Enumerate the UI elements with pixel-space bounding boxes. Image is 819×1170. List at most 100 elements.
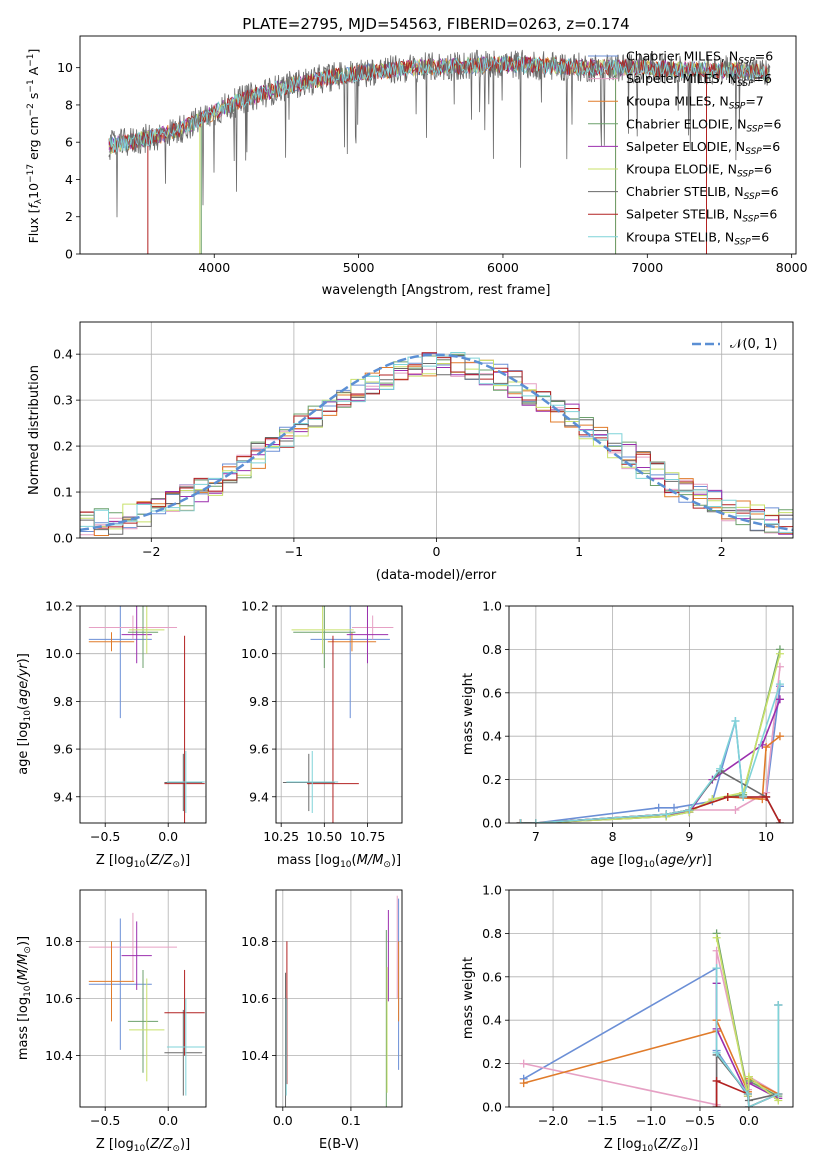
marker-kroupa_stelib: [744, 1103, 753, 1107]
marker-kroupa_stelib: [774, 1001, 783, 1010]
marker-kroupa_stelib: [716, 764, 725, 773]
marker-kroupa_stelib: [531, 819, 540, 823]
histogram-kroupa_stelib: [80, 352, 793, 538]
axes-frame: [508, 889, 794, 1108]
mass_vs_ebv-panel: 0.0 0.1 10.4 10.6 10.8 E(B-V): [241, 889, 403, 1152]
x-tick-label: 0.1: [341, 1113, 361, 1128]
massweight_vs_age-panel: 7 8 9 10 0.0 0.2 0.4 0.6 0.8 1.0 age [log10(age/yr…: [461, 599, 794, 870]
axes-frame: [79, 321, 794, 539]
marker-chabrier_miles: [654, 803, 663, 812]
x-tick-label: 0: [433, 544, 441, 559]
x-axis-label: Z [log10(Z/Z⊙)]: [96, 853, 190, 870]
x-tick-label: 4000: [198, 260, 230, 275]
line-salpeter_miles: [520, 666, 781, 823]
marker-kroupa_elodie: [744, 1072, 753, 1081]
y-tick-label: 10.0: [45, 646, 73, 661]
x-tick-label: −0.5: [685, 1113, 715, 1128]
axes-frame: [275, 889, 403, 1108]
y-tick-label: 10: [57, 60, 73, 75]
y-tick-label: 10.6: [241, 991, 269, 1006]
x-tick-label: −2: [142, 544, 160, 559]
errorbar-group: [88, 606, 205, 823]
y-tick-label: 0.0: [53, 531, 73, 546]
x-tick-label: 9: [685, 829, 693, 844]
y-tick-label: 1.0: [482, 599, 502, 614]
lines-group: [516, 645, 784, 823]
y-tick-label: 2: [65, 209, 73, 224]
y-tick-label: 0.2: [482, 1056, 502, 1071]
spectrum-panel: 4000 5000 6000 7000 8000 0 2 4 6 8 10 Chabrier MILE…: [26, 35, 808, 298]
errorbar-group: [88, 912, 205, 1096]
y-tick-label: 0.0: [482, 1100, 502, 1115]
marker-kroupa_elodie: [712, 933, 721, 942]
marker-kroupa_stelib: [712, 964, 721, 973]
x-tick-label: 2: [718, 544, 726, 559]
marker-kroupa_stelib: [516, 819, 525, 823]
axes-frame: [275, 605, 403, 824]
x-tick-label: −1: [285, 544, 303, 559]
spectrum-series-group: [108, 49, 771, 254]
marker-kroupa_stelib: [774, 1089, 783, 1098]
age_vs_mass-panel: 10.25 10.50 10.75 9.4 9.6 9.8 10.0 10.2 mass [lo…: [241, 599, 403, 870]
errorbar-group: [285, 895, 400, 1107]
axes-frame: [79, 889, 207, 1108]
x-tick-label: 0.0: [739, 1113, 759, 1128]
massweight_vs_Z-panel: −2.0 −1.5 −1.0 −0.5 0.0 0.0 0.2 0.4 0.6 0.8 1.0 Z […: [461, 883, 794, 1154]
y-tick-label: 0.4: [482, 1013, 502, 1028]
x-tick-label: 10: [758, 829, 774, 844]
y-axis-label: mass weight: [461, 673, 476, 755]
x-tick-label: 7: [532, 829, 540, 844]
spectrum-line-salpeter_stelib: [108, 56, 770, 153]
y-tick-label: 6: [65, 135, 73, 150]
marker-kroupa_miles: [775, 732, 784, 741]
y-tick-label: 10.0: [241, 646, 269, 661]
spectrum-line-kroupa_stelib: [108, 56, 770, 153]
x-tick-label: −1.5: [587, 1113, 617, 1128]
line-salpeter_elodie: [520, 699, 781, 823]
figure-title: PLATE=2795, MJD=54563, FIBERID=0263, z=0…: [242, 15, 629, 33]
residuals-panel: −2 −1 0 1 2 0.0 0.1 0.2 0.3 0.4 𝒩(0, 1) (data-model…: [27, 321, 794, 583]
x-tick-label: −0.5: [90, 1113, 120, 1128]
x-tick-label: 8000: [776, 260, 808, 275]
x-tick-label: 5000: [343, 260, 375, 275]
line-chabrier_miles: [520, 686, 781, 823]
line-kroupa_elodie: [715, 937, 779, 1102]
y-tick-label: 10.4: [45, 1048, 73, 1063]
line-kroupa_stelib: [520, 683, 781, 823]
legend-label: Salpeter STELIB, NSSP=6: [626, 207, 777, 225]
x-axis-label: Z [log10(Z/Z⊙)]: [604, 1137, 698, 1154]
lines-group: [519, 929, 783, 1107]
x-tick-label: 1: [575, 544, 583, 559]
y-tick-label: 10.2: [241, 599, 269, 614]
x-tick-label: 10.50: [306, 829, 342, 844]
marker-kroupa_stelib: [743, 1089, 752, 1098]
y-tick-label: 0.6: [482, 685, 502, 700]
legend-label: Salpeter MILES, NSSP=6: [626, 71, 772, 89]
marker-kroupa_miles: [519, 1079, 528, 1088]
marker-kroupa_elodie: [775, 649, 784, 658]
y-axis-label: Flux [fλ10−17 erg cm−2 s−1 A−1]: [26, 49, 44, 244]
x-axis-label: E(B-V): [319, 1137, 359, 1152]
x-tick-label: 8: [609, 829, 617, 844]
y-tick-label: 0.8: [482, 642, 502, 657]
legend-label: Kroupa MILES, NSSP=7: [626, 94, 764, 112]
y-tick-label: 9.8: [53, 694, 73, 709]
y-tick-label: 8: [65, 97, 73, 112]
x-axis-label: wavelength [Angstrom, rest frame]: [322, 283, 551, 298]
y-tick-label: 0.4: [53, 347, 73, 362]
legend-label: Kroupa STELIB, NSSP=6: [626, 229, 769, 247]
legend-label: Chabrier STELIB, NSSP=6: [626, 184, 779, 202]
x-tick-label: 10.25: [263, 829, 299, 844]
axes-frame: [508, 605, 794, 824]
marker-salpeter_stelib: [723, 792, 732, 801]
y-tick-label: 0: [65, 247, 73, 262]
marker-salpeter_elodie: [775, 695, 784, 704]
x-tick-label: 0.0: [273, 1113, 293, 1128]
y-tick-label: 0.3: [53, 393, 73, 408]
x-tick-label: −1.0: [636, 1113, 666, 1128]
marker-salpeter_stelib: [712, 1103, 721, 1107]
y-axis-label: Normed distribution: [27, 365, 42, 495]
legend-label: Salpeter ELODIE, NSSP=6: [626, 139, 780, 157]
age_vs_Z-panel: −0.5 0.0 9.4 9.6 9.8 10.0 10.2 Z [log10(Z/Z⊙)] a…: [16, 599, 207, 870]
